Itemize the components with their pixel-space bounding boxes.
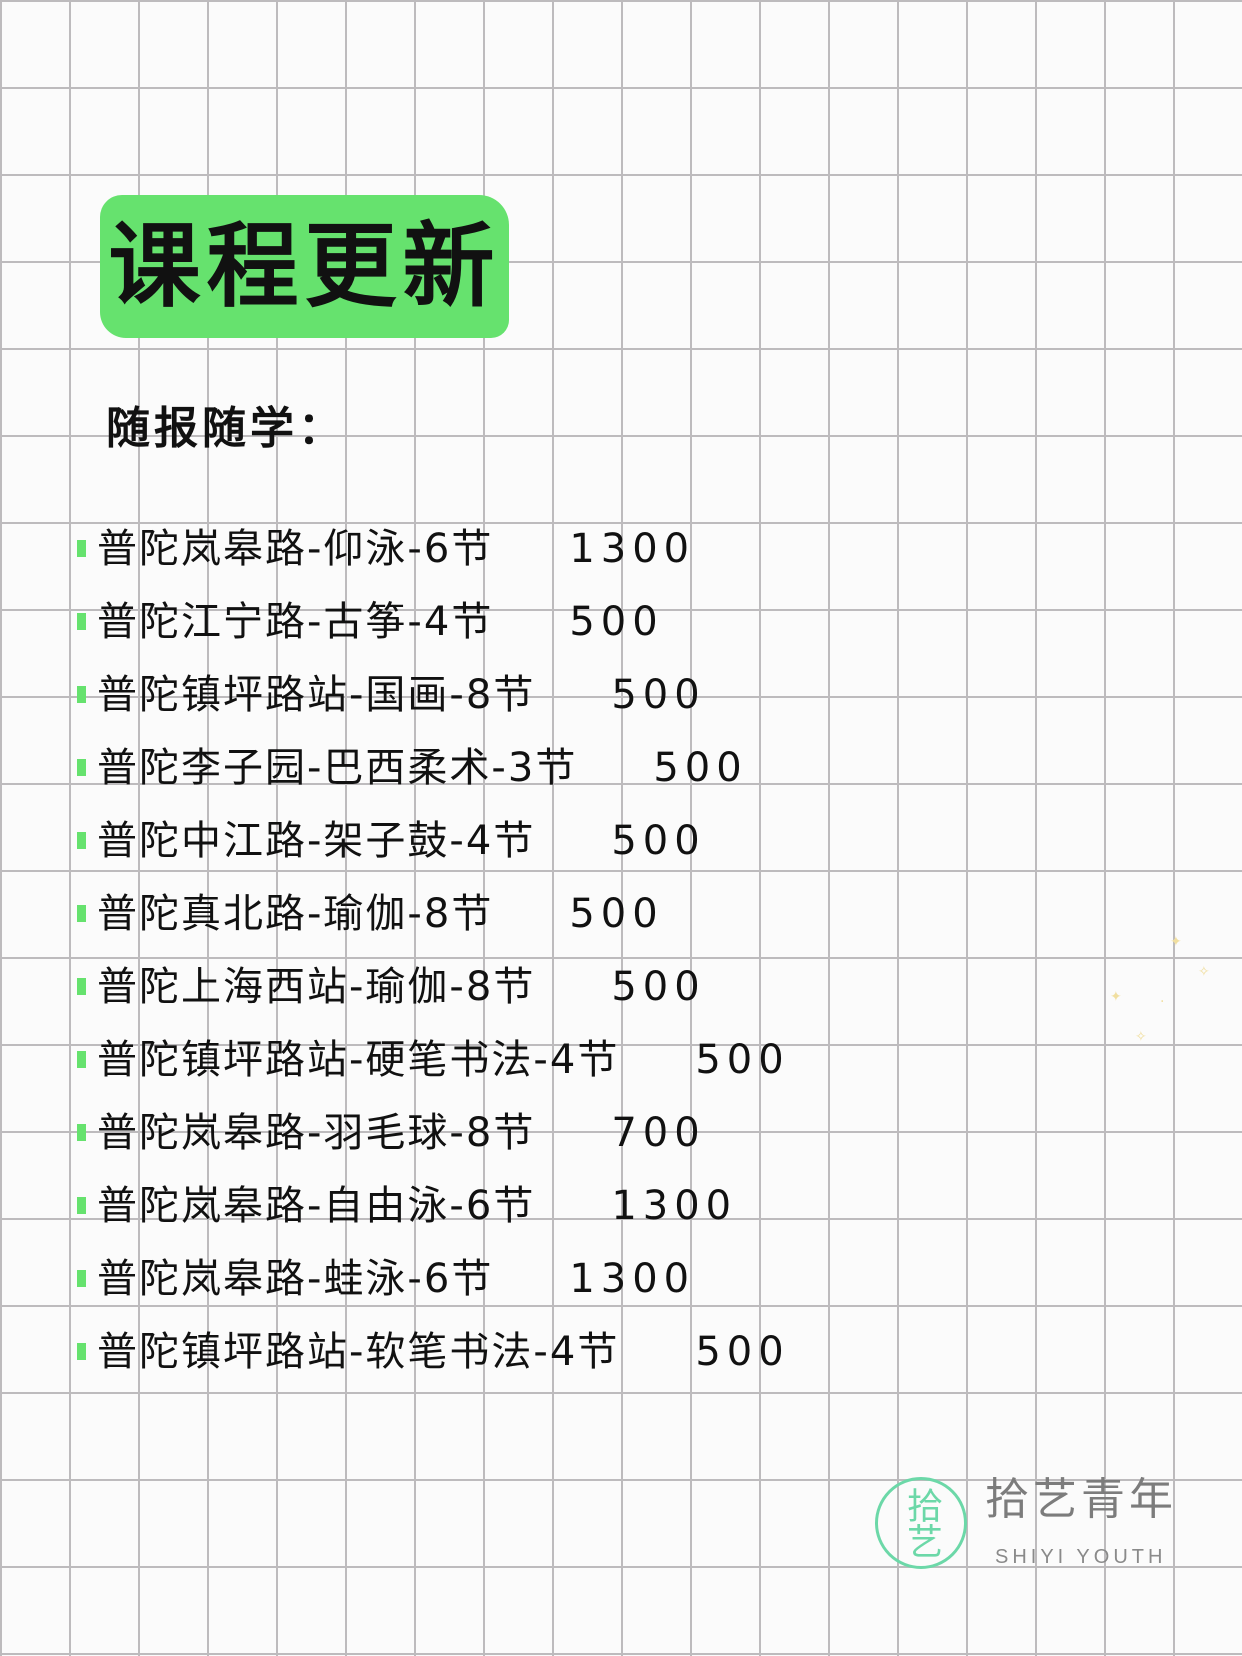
course-price: 500: [569, 890, 664, 937]
list-item: 普陀镇坪路站-软笔书法-4节 500: [77, 1315, 790, 1388]
course-label: 普陀岚皋路-仰泳-6节: [97, 525, 494, 572]
course-label: 普陀真北路-瑜伽-8节: [97, 890, 494, 937]
subtitle: 随报随学：: [106, 403, 346, 454]
bullet-marker: [77, 613, 86, 630]
list-item: 普陀岚皋路-自由泳-6节 1300: [77, 1169, 790, 1242]
course-label: 普陀岚皋路-自由泳-6节: [97, 1182, 536, 1229]
bullet-marker: [77, 832, 86, 849]
list-item: 普陀岚皋路-蛙泳-6节 1300: [77, 1242, 790, 1315]
bullet-marker: [77, 1197, 86, 1214]
course-price: 500: [611, 671, 706, 718]
list-item: 普陀岚皋路-仰泳-6节 1300: [77, 512, 790, 585]
course-label: 普陀江宁路-古筝-4节: [97, 598, 494, 645]
bullet-marker: [77, 1051, 86, 1068]
list-item: 普陀上海西站-瑜伽-8节 500: [77, 950, 790, 1023]
sparkle-decoration: ✧: [1135, 1029, 1147, 1045]
course-label: 普陀李子园-巴西柔术-3节: [97, 744, 578, 791]
course-price: 1300: [611, 1182, 738, 1229]
page-title: 课程更新: [108, 212, 501, 320]
list-item: 普陀真北路-瑜伽-8节 500: [77, 877, 790, 950]
bullet-marker: [77, 1343, 86, 1360]
brand-name-en: SHIYI YOUTH: [995, 1546, 1167, 1568]
logo-mark: 拾艺: [875, 1477, 967, 1569]
brand-name: 拾艺青年: [985, 1474, 1177, 1525]
list-item: 普陀中江路-架子鼓-4节 500: [77, 804, 790, 877]
course-label: 普陀上海西站-瑜伽-8节: [97, 963, 536, 1010]
course-list: 普陀岚皋路-仰泳-6节 1300 普陀江宁路-古筝-4节 500 普陀镇坪路站-国画-8…: [77, 512, 790, 1388]
course-price: 500: [653, 744, 748, 791]
sparkle-decoration: ✦: [1170, 934, 1182, 950]
bullet-marker: [77, 1124, 86, 1141]
course-label: 普陀岚皋路-羽毛球-8节: [97, 1109, 536, 1156]
bullet-marker: [77, 905, 86, 922]
list-item: 普陀镇坪路站-国画-8节 500: [77, 658, 790, 731]
course-label: 普陀镇坪路站-软笔书法-4节: [97, 1328, 620, 1375]
course-label: 普陀中江路-架子鼓-4节: [97, 817, 536, 864]
bullet-marker: [77, 978, 86, 995]
course-price: 700: [611, 1109, 706, 1156]
course-label: 普陀岚皋路-蛙泳-6节: [97, 1255, 494, 1302]
list-item: 普陀镇坪路站-硬笔书法-4节 500: [77, 1023, 790, 1096]
list-item: 普陀岚皋路-羽毛球-8节 700: [77, 1096, 790, 1169]
course-price: 500: [695, 1328, 790, 1375]
course-price: 500: [695, 1036, 790, 1083]
list-item: 普陀李子园-巴西柔术-3节 500: [77, 731, 790, 804]
course-price: 500: [569, 598, 664, 645]
course-label: 普陀镇坪路站-国画-8节: [97, 671, 536, 718]
bullet-marker: [77, 1270, 86, 1287]
sparkle-decoration: ✦: [1110, 989, 1122, 1005]
sparkle-decoration: ✧: [1198, 964, 1210, 980]
title-badge: 课程更新: [100, 195, 509, 338]
course-price: 500: [611, 963, 706, 1010]
logo-mark-text: 拾艺: [901, 1487, 942, 1559]
sparkle-decoration: ·: [1160, 994, 1165, 1010]
course-price: 1300: [569, 525, 696, 572]
bullet-marker: [77, 686, 86, 703]
bullet-marker: [77, 759, 86, 776]
list-item: 普陀江宁路-古筝-4节 500: [77, 585, 790, 658]
course-label: 普陀镇坪路站-硬笔书法-4节: [97, 1036, 620, 1083]
course-price: 500: [611, 817, 706, 864]
course-price: 1300: [569, 1255, 696, 1302]
bullet-marker: [77, 540, 86, 557]
